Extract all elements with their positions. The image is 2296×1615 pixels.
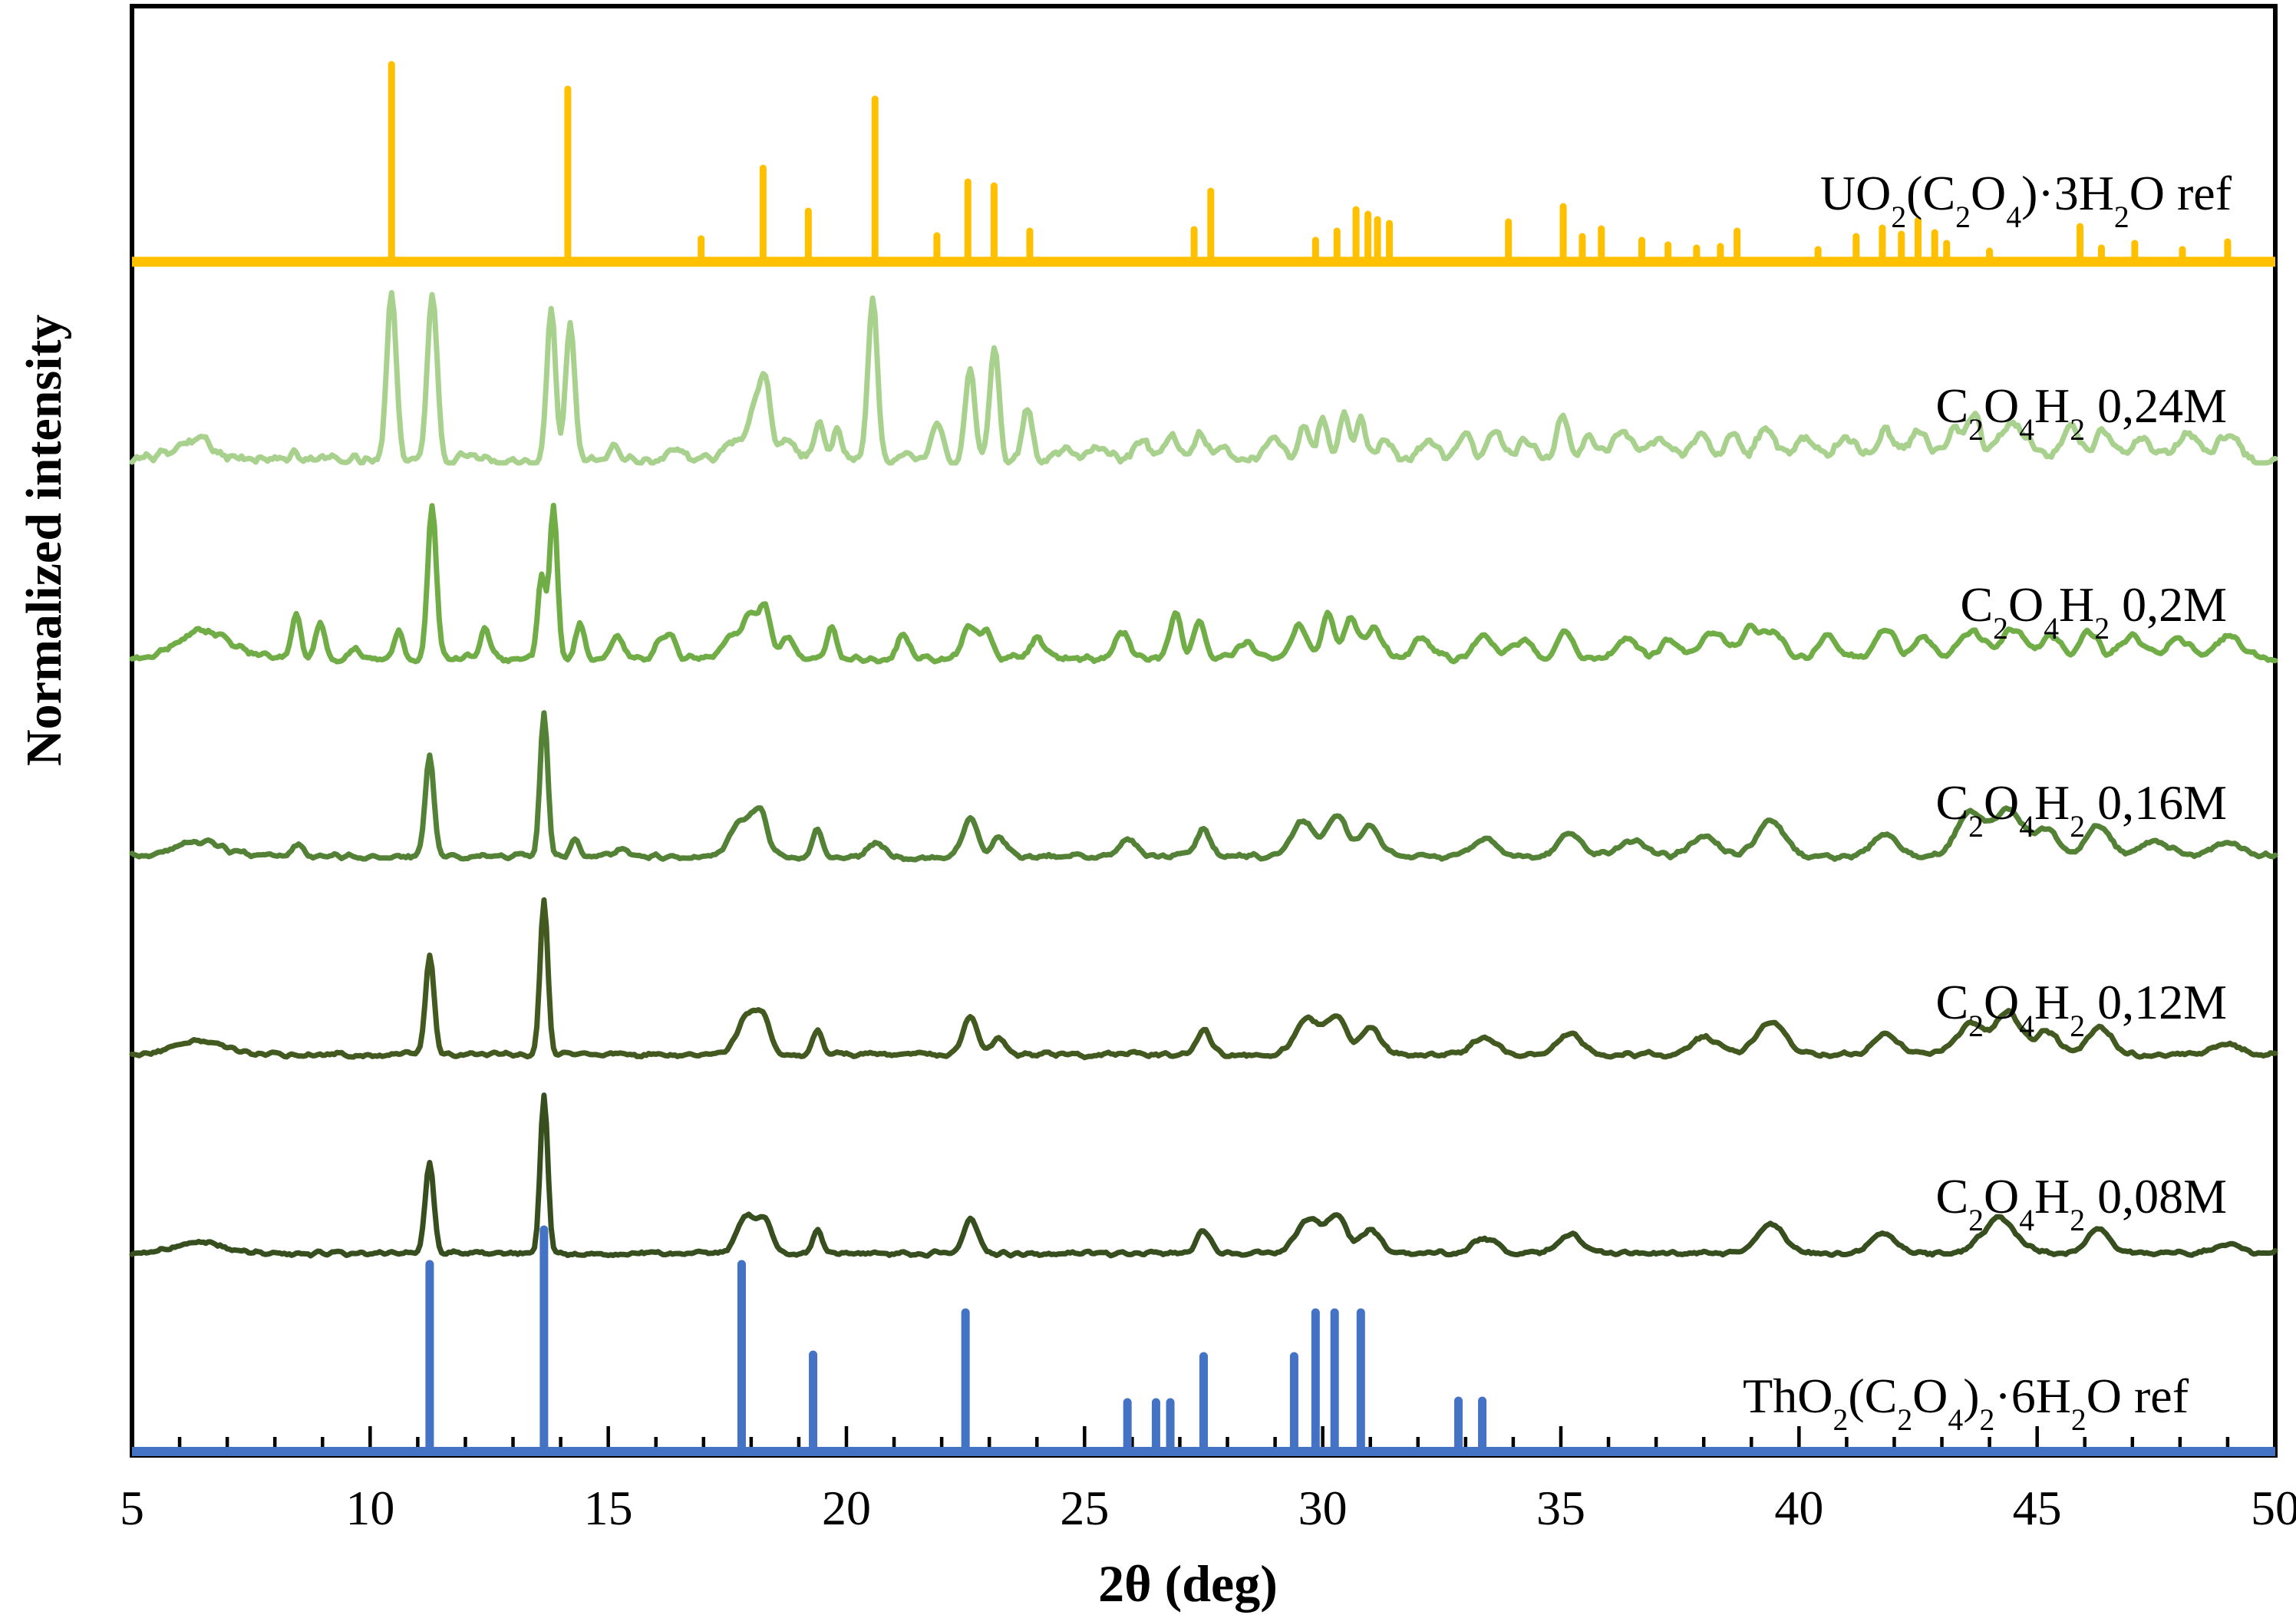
label-subscript: 2 xyxy=(1979,1402,1995,1437)
label-subscript: 2 xyxy=(2070,809,2086,844)
label-text: O xyxy=(1983,975,2020,1029)
label-text: C xyxy=(1960,577,1994,632)
label-subscript: 2 xyxy=(2070,1009,2086,1043)
label-subscript: 2 xyxy=(1968,1203,1984,1237)
label-text: 0,08M xyxy=(2085,1169,2227,1224)
label-subscript: 2 xyxy=(2113,200,2129,234)
c2o4h2-0-12M-trace xyxy=(129,897,2278,1061)
label-text: O xyxy=(1983,378,2020,433)
label-text: O ref xyxy=(2129,166,2232,220)
label-subscript: 2 xyxy=(1993,611,2008,646)
label-text: )·3H xyxy=(2021,166,2114,220)
x-tick-label-10: 10 xyxy=(345,1481,395,1535)
label-text: H xyxy=(2034,1169,2070,1224)
label-subscript: 2 xyxy=(2094,611,2110,646)
label-text: ·6H xyxy=(1994,1369,2071,1423)
label-subscript: 4 xyxy=(2019,809,2035,844)
label-text: O xyxy=(1983,1169,2020,1224)
label-subscript: 2 xyxy=(1968,1009,1984,1043)
label-text: O ref xyxy=(2086,1369,2189,1423)
label-text: H xyxy=(2034,775,2070,830)
label-text: (C xyxy=(1906,166,1956,220)
label-subscript: 2 xyxy=(2070,1203,2086,1237)
c2o4h2-0-2M-trace xyxy=(129,503,2278,665)
x-tick-label-30: 30 xyxy=(1298,1481,1348,1535)
label-subscript: 2 xyxy=(1968,809,1984,844)
trace-label-c2o4h2-0-2M: C2O4H2 0,2M xyxy=(1960,577,2227,643)
x-tick-label-20: 20 xyxy=(822,1481,871,1535)
label-subscript: 2 xyxy=(1891,200,1907,234)
label-text: 0,16M xyxy=(2085,775,2227,830)
trace-label-tho2-oxalate-ref: ThO2(C2O4)2·6H2O ref xyxy=(1743,1369,2189,1435)
label-text: H xyxy=(2034,378,2070,433)
label-text: O xyxy=(1971,166,2007,220)
plot-frame xyxy=(130,4,2278,1458)
label-subscript: 2 xyxy=(1897,1402,1913,1437)
x-tick-label-15: 15 xyxy=(583,1481,633,1535)
label-text: H xyxy=(2034,975,2070,1029)
label-subscript: 4 xyxy=(2019,412,2035,447)
c2o4h2-0-16M-trace xyxy=(129,710,2278,863)
label-text: O xyxy=(2007,577,2044,632)
label-text: 0,12M xyxy=(2085,975,2227,1029)
label-subscript: 4 xyxy=(2019,1009,2035,1043)
x-tick-label-50: 50 xyxy=(2251,1481,2296,1535)
trace-label-c2o4h2-0-08M: C2O4H2 0,08M xyxy=(1935,1169,2227,1235)
label-subscript: 2 xyxy=(2070,1402,2087,1437)
label-subscript: 2 xyxy=(1833,1402,1849,1437)
label-text: C xyxy=(1935,975,1969,1029)
x-tick-label-45: 45 xyxy=(2012,1481,2062,1535)
label-subscript: 4 xyxy=(2006,200,2022,234)
trace-label-c2o4h2-0-24M: C2O4H2 0,24M xyxy=(1935,378,2227,444)
y-axis-title: Normalized intensity xyxy=(16,314,72,766)
label-subscript: 2 xyxy=(1968,412,1984,447)
label-subscript: 2 xyxy=(2070,412,2086,447)
label-text: 0,24M xyxy=(2085,378,2227,433)
label-text: ) xyxy=(1963,1369,1980,1423)
trace-label-c2o4h2-0-12M: C2O4H2 0,12M xyxy=(1935,975,2227,1041)
label-text: C xyxy=(1935,1169,1969,1224)
x-axis-title: 2θ (deg) xyxy=(1098,1554,1278,1613)
label-text: C xyxy=(1935,378,1969,433)
label-subscript: 4 xyxy=(2044,611,2060,646)
label-subscript: 2 xyxy=(1955,200,1971,234)
trace-label-c2o4h2-0-16M: C2O4H2 0,16M xyxy=(1935,775,2227,841)
label-text: UO xyxy=(1819,166,1892,220)
c2o4h2-0-08M-trace xyxy=(129,1092,2278,1259)
x-tick-label-25: 25 xyxy=(1060,1481,1110,1535)
label-subscript: 4 xyxy=(1948,1402,1964,1437)
label-text: (C xyxy=(1848,1369,1898,1423)
x-tick-label-5: 5 xyxy=(120,1481,144,1535)
label-text: H xyxy=(2059,577,2095,632)
label-text: ThO xyxy=(1743,1369,1833,1423)
trace-label-uo2-oxalate-ref: UO2(C2O4)·3H2O ref xyxy=(1819,166,2232,232)
label-subscript: 4 xyxy=(2019,1203,2035,1237)
c2o4h2-0-24M-trace xyxy=(129,289,2278,466)
x-tick-label-35: 35 xyxy=(1536,1481,1585,1535)
label-text: C xyxy=(1935,775,1969,830)
label-text: O xyxy=(1912,1369,1948,1423)
label-text: O xyxy=(1983,775,2020,830)
label-text: 0,2M xyxy=(2110,577,2227,632)
x-tick-label-40: 40 xyxy=(1774,1481,1824,1535)
